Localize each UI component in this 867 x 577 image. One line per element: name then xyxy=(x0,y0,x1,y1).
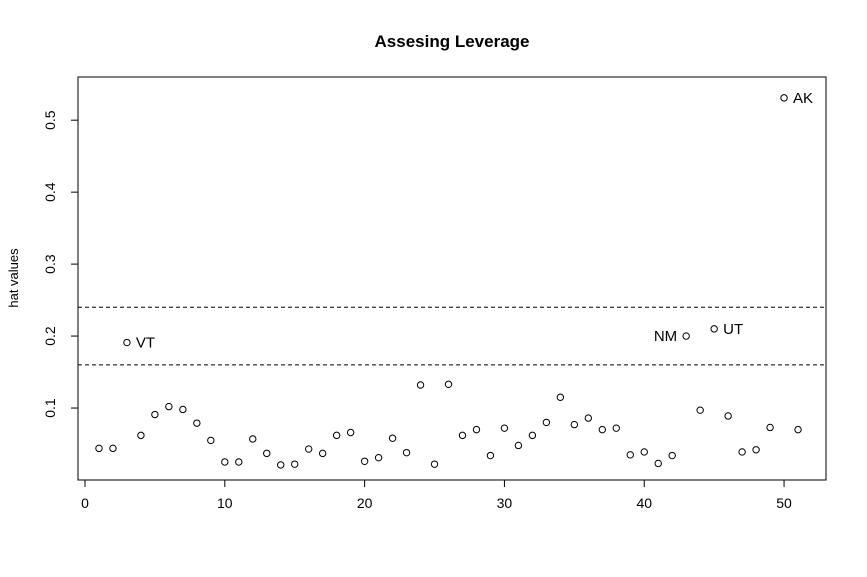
data-point xyxy=(458,431,467,440)
point-labels: VT NM UT AK xyxy=(136,90,813,352)
data-point xyxy=(612,424,620,432)
data-point xyxy=(346,428,355,437)
y-tick-label: 0.1 xyxy=(42,398,58,418)
y-axis: 0.1 0.2 0.3 0.4 0.5 xyxy=(42,110,79,418)
data-point xyxy=(318,449,327,458)
data-point xyxy=(500,424,509,432)
data-point xyxy=(556,393,565,401)
data-point xyxy=(472,425,481,434)
data-point xyxy=(696,406,704,414)
data-point xyxy=(249,435,257,443)
data-point xyxy=(780,94,788,102)
data-point xyxy=(430,460,439,468)
data-point xyxy=(584,414,593,422)
data-point xyxy=(738,448,746,456)
data-point xyxy=(151,410,159,419)
x-tick-label: 10 xyxy=(217,495,233,511)
data-point xyxy=(109,444,117,453)
point-label: VT xyxy=(136,335,155,352)
data-point xyxy=(528,431,537,440)
data-point xyxy=(123,338,131,347)
data-point xyxy=(137,431,145,440)
data-point xyxy=(374,453,383,462)
x-tick-label: 0 xyxy=(81,495,89,511)
data-point xyxy=(221,458,229,466)
reference-lines xyxy=(78,306,826,366)
data-point xyxy=(179,405,187,414)
data-point xyxy=(640,448,648,456)
data-point xyxy=(304,445,313,453)
data-point xyxy=(165,402,173,411)
data-points xyxy=(95,94,802,469)
x-tick-label: 30 xyxy=(497,495,513,511)
chart-title: Assesing Leverage xyxy=(375,32,530,51)
data-point xyxy=(444,380,453,388)
data-point xyxy=(291,460,299,468)
data-point xyxy=(682,332,690,340)
data-point xyxy=(486,451,495,460)
data-point xyxy=(235,458,243,466)
y-tick-label: 0.4 xyxy=(42,182,58,202)
data-point xyxy=(193,419,201,427)
y-tick-label: 0.2 xyxy=(42,326,58,346)
x-tick-label: 40 xyxy=(636,495,652,511)
data-point xyxy=(514,441,523,450)
data-point xyxy=(388,434,397,442)
data-point xyxy=(710,325,718,333)
data-point xyxy=(416,381,425,389)
data-point xyxy=(766,423,774,432)
data-point xyxy=(277,461,285,469)
data-point xyxy=(332,431,341,440)
data-point xyxy=(668,451,676,460)
data-point xyxy=(95,444,103,453)
data-point xyxy=(598,425,606,434)
y-axis-label: hat values xyxy=(6,248,21,308)
x-tick-label: 20 xyxy=(357,495,373,511)
data-point xyxy=(724,412,732,420)
x-tick-label: 50 xyxy=(776,495,792,511)
data-point xyxy=(794,425,802,434)
data-point xyxy=(570,420,579,429)
point-label: UT xyxy=(723,321,743,338)
x-axis: 0 10 20 30 40 50 xyxy=(81,479,792,511)
y-tick-label: 0.5 xyxy=(42,110,58,130)
data-point xyxy=(263,449,271,458)
point-label: AK xyxy=(793,90,813,107)
data-point xyxy=(360,457,369,465)
point-label: NM xyxy=(654,328,677,345)
data-point xyxy=(207,436,215,445)
y-tick-label: 0.3 xyxy=(42,254,58,274)
plot-frame xyxy=(77,76,827,481)
data-point xyxy=(402,448,411,457)
data-point xyxy=(626,451,634,459)
data-point xyxy=(752,446,760,454)
data-point xyxy=(654,459,662,468)
data-point xyxy=(542,418,551,427)
